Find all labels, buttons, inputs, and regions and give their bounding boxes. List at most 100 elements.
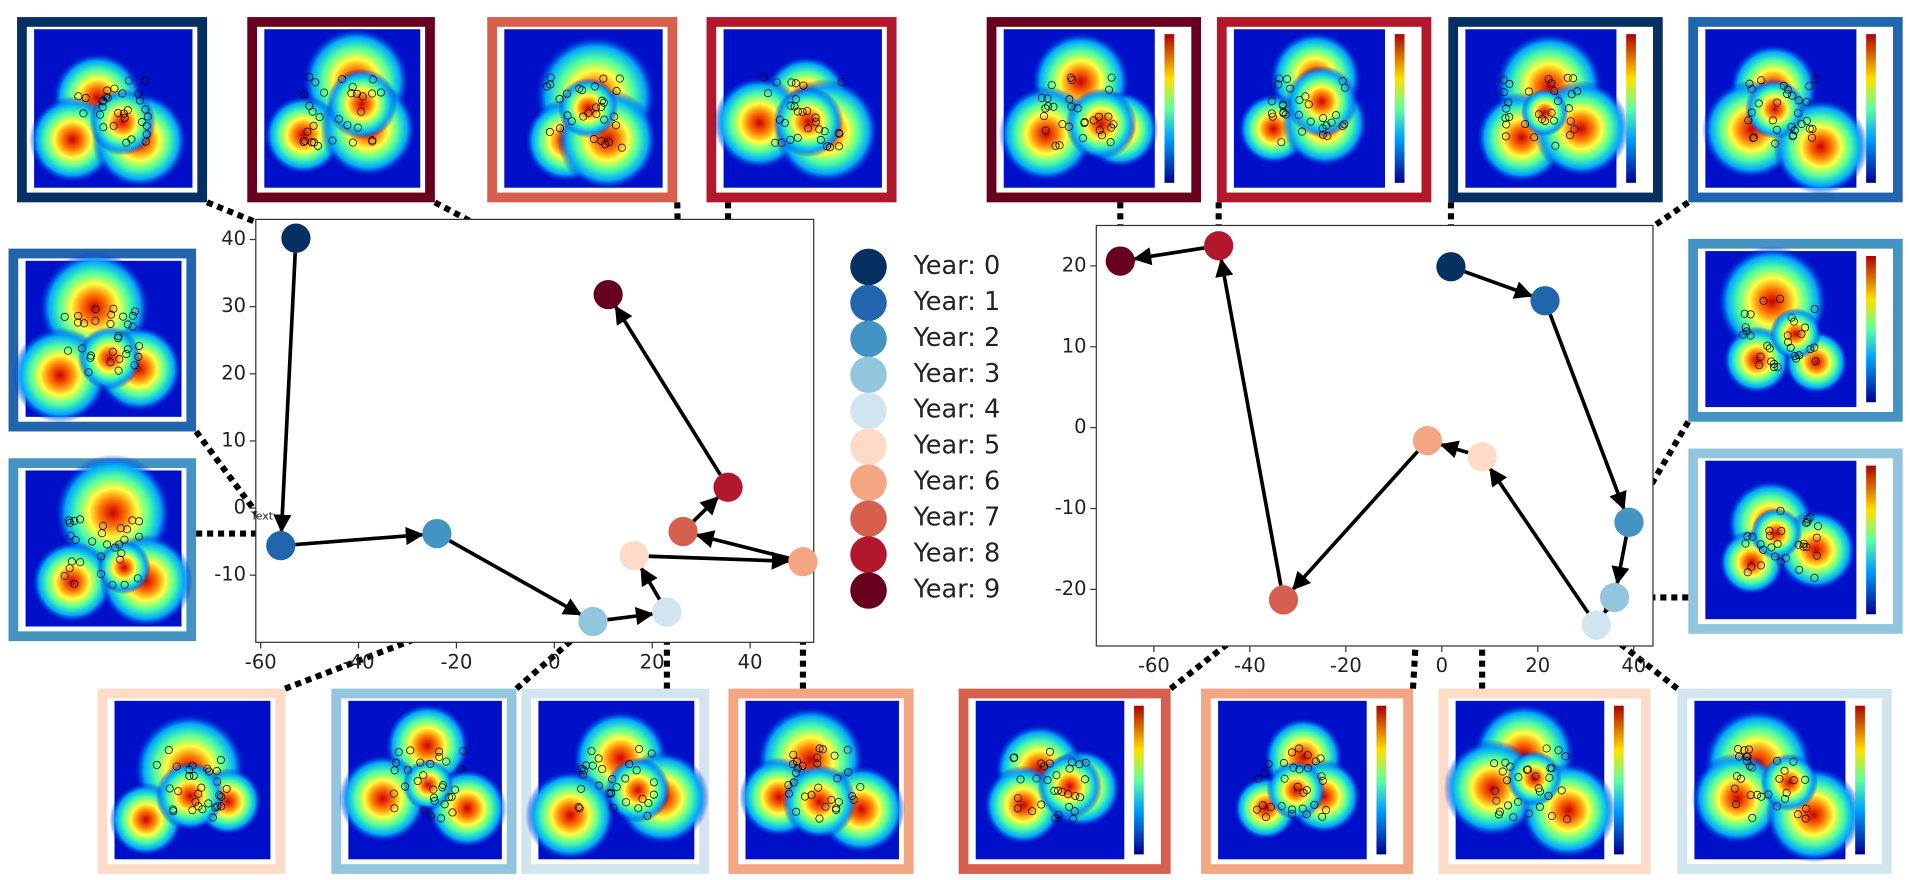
sample bbox=[1794, 96, 1803, 105]
x-tick-label: -20 bbox=[441, 651, 473, 674]
sample bbox=[442, 757, 451, 766]
heat-blob bbox=[1037, 754, 1102, 819]
sample bbox=[119, 312, 128, 321]
sample bbox=[165, 784, 174, 793]
sample bbox=[1047, 81, 1056, 90]
sample bbox=[305, 72, 314, 81]
sample bbox=[604, 789, 613, 798]
sample bbox=[789, 778, 798, 787]
sample bbox=[211, 803, 220, 812]
sample bbox=[1094, 112, 1103, 121]
legend-marker bbox=[850, 464, 887, 501]
arrow bbox=[1602, 594, 1622, 615]
sample bbox=[1763, 341, 1772, 350]
sample bbox=[1295, 744, 1304, 753]
arrow bbox=[1548, 313, 1627, 511]
sample bbox=[394, 748, 403, 757]
heat-blob bbox=[1760, 753, 1819, 812]
thumbnail bbox=[1688, 448, 1903, 634]
sample bbox=[1052, 771, 1061, 780]
sample bbox=[834, 128, 843, 137]
sample bbox=[605, 138, 614, 147]
sample bbox=[816, 135, 825, 144]
heat-blob bbox=[525, 770, 616, 861]
sample bbox=[1742, 752, 1751, 761]
point bbox=[788, 547, 818, 577]
sample bbox=[122, 138, 131, 147]
sample bbox=[191, 797, 200, 806]
sample bbox=[194, 789, 203, 798]
sample bbox=[1535, 787, 1544, 796]
sample bbox=[1731, 800, 1741, 809]
sample bbox=[152, 760, 161, 769]
sample bbox=[834, 797, 843, 806]
sample bbox=[1045, 759, 1054, 768]
arrow bbox=[1611, 536, 1630, 585]
sample bbox=[1311, 757, 1320, 766]
legend-marker bbox=[850, 428, 887, 465]
sample bbox=[1567, 90, 1576, 99]
sample bbox=[625, 760, 634, 769]
arrow bbox=[639, 566, 662, 601]
x-tick-label: 40 bbox=[1621, 654, 1646, 677]
arrow bbox=[607, 606, 655, 626]
sample bbox=[135, 532, 144, 541]
x-tick-label: 0 bbox=[548, 651, 560, 674]
sample bbox=[771, 138, 780, 147]
sample bbox=[807, 791, 816, 800]
sample bbox=[1550, 116, 1559, 125]
point bbox=[422, 518, 452, 549]
point bbox=[713, 472, 743, 502]
sample bbox=[609, 803, 618, 812]
sample bbox=[198, 805, 207, 814]
sample bbox=[64, 346, 73, 355]
sample bbox=[1769, 359, 1778, 368]
sample bbox=[1544, 75, 1553, 84]
sample bbox=[1759, 296, 1768, 305]
sample bbox=[1797, 119, 1806, 128]
sample bbox=[826, 143, 835, 152]
sample bbox=[1799, 539, 1808, 548]
sample bbox=[1765, 531, 1774, 540]
sample bbox=[1806, 345, 1815, 354]
sample bbox=[299, 137, 308, 146]
sample bbox=[1756, 540, 1765, 549]
sample bbox=[1303, 751, 1312, 760]
sample bbox=[1743, 757, 1752, 766]
sample bbox=[818, 745, 827, 754]
sample bbox=[1747, 108, 1756, 117]
sample bbox=[70, 516, 79, 525]
sample bbox=[1793, 810, 1802, 819]
sample bbox=[1277, 802, 1286, 811]
sample bbox=[300, 90, 309, 99]
sample bbox=[594, 781, 603, 790]
sample bbox=[133, 574, 142, 583]
sample bbox=[106, 358, 115, 367]
sample bbox=[358, 92, 367, 101]
thumbnail bbox=[247, 17, 435, 203]
sample bbox=[213, 802, 222, 811]
sample bbox=[114, 109, 123, 118]
sample bbox=[638, 794, 647, 803]
sample bbox=[833, 774, 842, 783]
sample bbox=[1757, 792, 1766, 801]
sample bbox=[128, 322, 137, 331]
sample bbox=[1010, 753, 1019, 762]
sample bbox=[1807, 133, 1817, 142]
sample bbox=[1740, 309, 1749, 318]
sample bbox=[1776, 558, 1785, 567]
sample bbox=[1502, 776, 1512, 785]
sample bbox=[1013, 804, 1022, 813]
sample bbox=[1258, 801, 1267, 810]
sample bbox=[315, 113, 324, 122]
sample bbox=[334, 115, 343, 124]
sample bbox=[1806, 513, 1815, 522]
sample bbox=[1788, 91, 1797, 100]
sample bbox=[1253, 805, 1262, 814]
sample bbox=[545, 127, 554, 136]
sample bbox=[1777, 526, 1786, 536]
plot-frame bbox=[255, 218, 815, 643]
sample bbox=[1805, 82, 1814, 91]
sample bbox=[612, 783, 621, 792]
legend-label: Year: 1 bbox=[913, 287, 1001, 317]
